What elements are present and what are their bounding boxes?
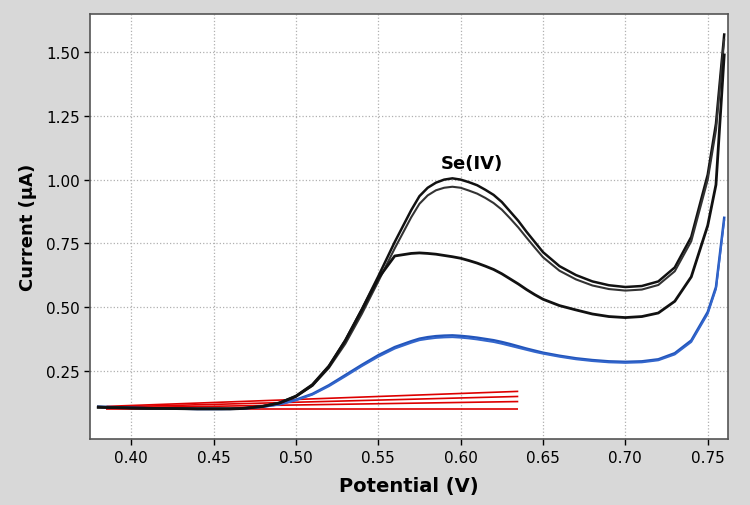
- X-axis label: Potential (V): Potential (V): [339, 476, 478, 495]
- Y-axis label: Current (μA): Current (μA): [20, 164, 38, 291]
- Text: Se(IV): Se(IV): [441, 155, 503, 173]
